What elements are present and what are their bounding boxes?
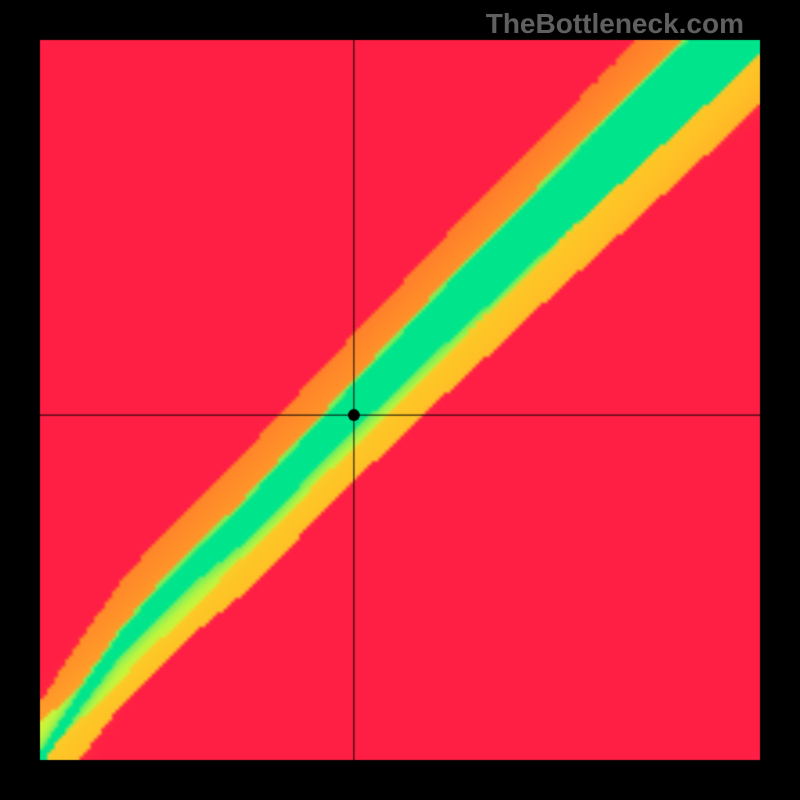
- chart-stage: { "canvas_size": { "w": 800, "h": 800 },…: [0, 0, 800, 800]
- bottleneck-heatmap: [0, 0, 800, 800]
- watermark-text: TheBottleneck.com: [486, 8, 744, 40]
